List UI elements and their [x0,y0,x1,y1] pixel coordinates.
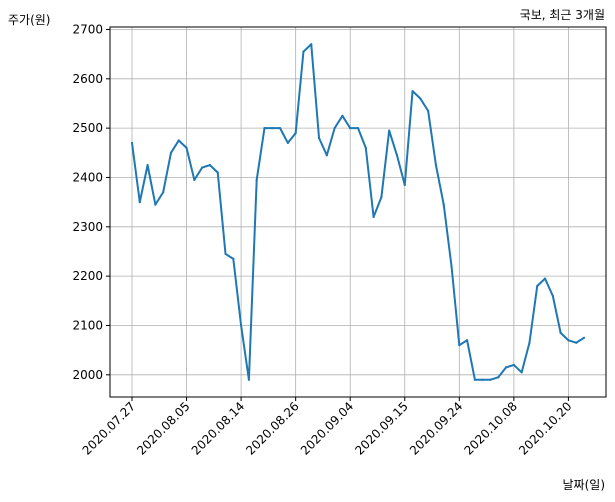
data-point [582,336,586,339]
data-point [286,141,289,145]
y-tick-label: 2000 [72,368,103,382]
data-point [559,331,562,334]
data-point [169,151,173,154]
data-point [302,50,305,53]
data-point [240,324,243,327]
data-point [162,191,165,194]
data-point [310,43,313,46]
data-point [536,284,539,288]
x-axis-ticks: 2020.07.272020.08.052020.08.142020.08.26… [80,397,575,458]
data-point [364,146,367,149]
data-point [278,127,282,130]
data-point [481,378,484,381]
data-point [349,127,352,130]
data-point [185,146,188,149]
data-point [138,201,141,204]
data-point [146,164,149,167]
data-point [208,164,212,167]
data-point [528,341,531,344]
x-axis-label: 날짜(일) [563,478,605,492]
x-tick-label: 2020.10.20 [516,399,574,457]
x-tick-label: 2020.10.08 [461,399,519,457]
data-point [325,154,328,157]
data-point [543,277,547,280]
x-tick-label: 2020.09.24 [407,399,465,457]
chart-title: 국보, 최근 3개월 [520,8,605,22]
y-tick-label: 2400 [72,170,103,184]
y-tick-label: 2200 [72,269,103,283]
data-point [317,136,321,140]
data-point [388,129,391,132]
data-point [201,166,204,169]
y-axis-label: 주가(원) [8,13,50,27]
data-point [177,139,180,142]
data-point [356,127,360,130]
data-point [247,378,250,381]
data-point [473,378,476,381]
data-point [551,294,554,297]
y-tick-label: 2600 [72,72,103,86]
data-point [512,363,515,367]
x-tick-label: 2020.08.26 [243,399,301,457]
data-point [403,183,406,186]
data-point [255,178,258,182]
data-point [333,127,336,130]
data-point [154,203,157,206]
data-point [130,141,134,145]
y-axis-ticks: 2000 2100 2200 2300 2400 2500 2600 2700 [72,22,110,382]
data-point [575,341,578,344]
data-point [232,257,235,260]
grid-lines [110,27,606,397]
data-point [395,154,399,157]
data-point [458,344,461,347]
x-tick-label: 2020.07.27 [80,399,138,457]
y-tick-label: 2300 [72,220,103,234]
data-point [450,265,453,268]
data-point [567,339,570,342]
data-point [294,131,297,135]
data-point [442,203,445,206]
x-tick-label: 2020.08.14 [189,399,247,457]
data-point [224,252,227,256]
data-point [497,376,500,379]
y-tick-label: 2100 [72,318,103,332]
data-point [216,171,219,174]
price-series-line [131,43,585,381]
data-point [372,215,375,219]
data-point [380,196,383,199]
data-point [489,378,492,381]
data-point [520,371,523,374]
x-tick-label: 2020.09.15 [352,399,410,457]
y-tick-label: 2500 [72,121,103,135]
plot-area-frame [109,26,607,398]
data-point [271,127,274,130]
x-tick-label: 2020.08.05 [134,399,192,457]
data-point [419,97,422,100]
data-point [434,164,438,167]
data-point [193,178,196,182]
data-point [427,109,430,112]
series-points [130,43,586,381]
data-point [466,339,469,342]
data-point [263,127,266,130]
data-point [341,114,344,117]
x-tick-label: 2020.09.04 [298,399,356,457]
y-tick-label: 2700 [72,22,103,36]
data-point [504,366,508,369]
data-point [411,90,414,93]
